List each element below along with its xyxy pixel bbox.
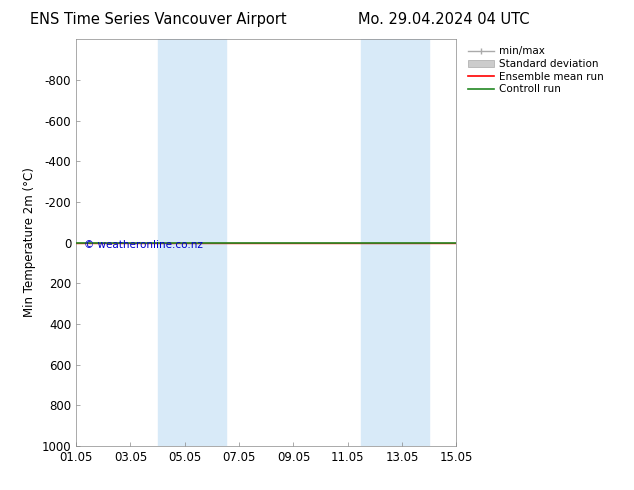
Legend: min/max, Standard deviation, Ensemble mean run, Controll run: min/max, Standard deviation, Ensemble me… xyxy=(465,45,605,97)
Y-axis label: Min Temperature 2m (°C): Min Temperature 2m (°C) xyxy=(23,168,36,318)
Bar xyxy=(158,39,226,446)
Bar xyxy=(361,39,429,446)
Text: © weatheronline.co.nz: © weatheronline.co.nz xyxy=(84,240,202,249)
Text: Mo. 29.04.2024 04 UTC: Mo. 29.04.2024 04 UTC xyxy=(358,12,529,27)
Text: ENS Time Series Vancouver Airport: ENS Time Series Vancouver Airport xyxy=(30,12,287,27)
